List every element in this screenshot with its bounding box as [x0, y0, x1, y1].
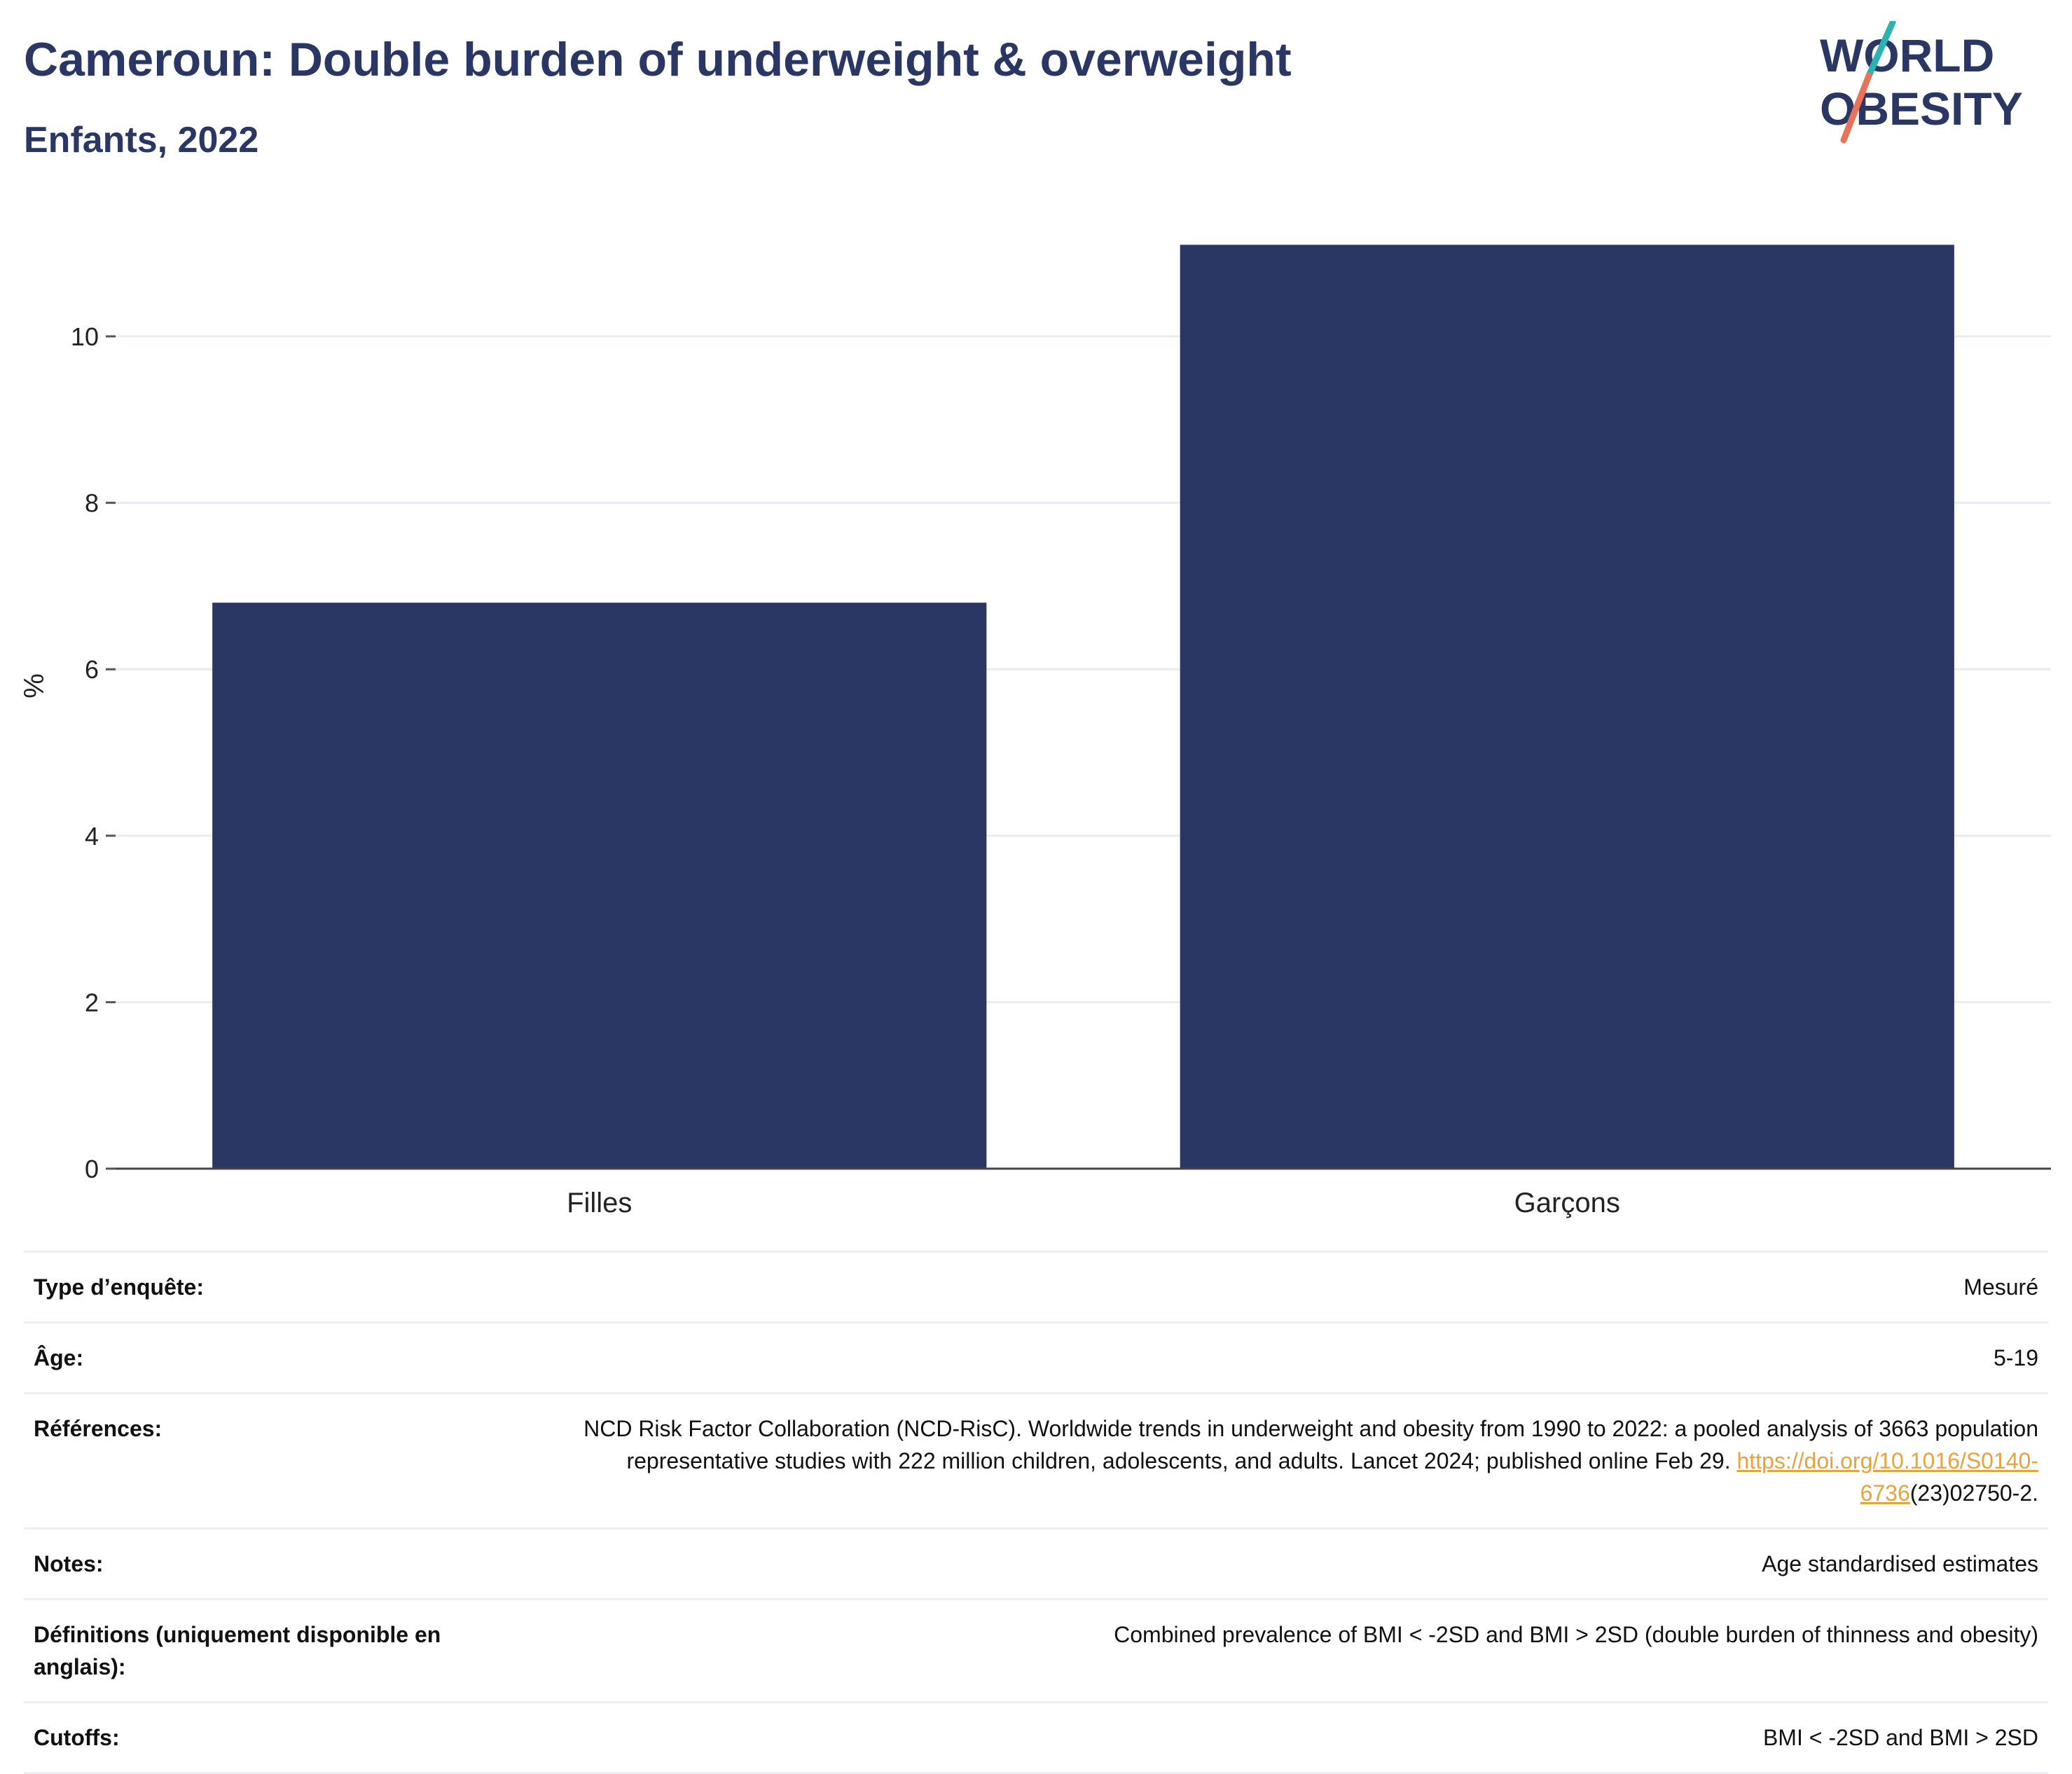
doi-link[interactable]: https://doi.org/10.1016/S0140-6736 [1736, 1448, 2038, 1506]
y-tick-label: 2 [85, 988, 99, 1017]
world-obesity-logo[interactable]: WORLD OBESITY [1814, 21, 2059, 147]
logo-slash-bottom [1840, 72, 1872, 144]
metadata-value: Combined prevalence of BMI < -2SD and BM… [510, 1618, 2038, 1651]
metadata-value-text: Age standardised estimates [1762, 1551, 2038, 1576]
doi-suffix: (23)02750-2. [1909, 1480, 2038, 1506]
metadata-value-text: Mesuré [1963, 1274, 2038, 1300]
x-tick-label: Garçons [1514, 1188, 1620, 1218]
metadata-key: Notes: [34, 1551, 104, 1576]
y-axis-title: % [19, 673, 50, 699]
chart-title: Cameroun: Double burden of underweight &… [24, 33, 1292, 86]
metadata-value: NCD Risk Factor Collaboration (NCD-RisC)… [510, 1412, 2038, 1509]
x-tick-label: Filles [567, 1188, 632, 1218]
world-obesity-logo-icon: WORLD OBESITY [1820, 21, 2023, 144]
metadata-value-text: Combined prevalence of BMI < -2SD and BM… [1114, 1622, 2038, 1647]
metadata-value: BMI < -2SD and BMI > 2SD [510, 1721, 2038, 1754]
metadata-row: Notes: Age standardised estimates [24, 1529, 2048, 1600]
metadata-key: Type d’enquête: [34, 1274, 204, 1300]
metadata-row: Références: NCD Risk Factor Collaboration… [24, 1394, 2048, 1529]
y-tick-label: 10 [71, 322, 99, 351]
metadata-value-text: 5-19 [1993, 1345, 2038, 1370]
logo-text-line1: WORLD [1820, 29, 1994, 81]
y-tick-label: 8 [85, 489, 99, 518]
chart-subtitle: Enfants, 2022 [24, 120, 259, 160]
bars [212, 245, 1954, 1169]
metadata-value-text: NCD Risk Factor Collaboration (NCD-RisC)… [583, 1416, 2038, 1473]
metadata-value: Age standardised estimates [510, 1548, 2038, 1580]
bar-chart-svg: 0 2 4 6 8 10 Filles Garçons % [19, 245, 2051, 1218]
metadata-row: Définitions (uniquement disponible en an… [24, 1600, 2048, 1703]
bar-chart: 0 2 4 6 8 10 Filles Garçons % [0, 182, 2072, 1219]
metadata-row: Type d’enquête: Mesuré [24, 1253, 2048, 1323]
metadata-value-text: BMI < -2SD and BMI > 2SD [1762, 1725, 2038, 1750]
y-tick-label: 0 [85, 1155, 99, 1183]
bar-filles[interactable] [212, 603, 987, 1169]
metadata-key: Cutoffs: [34, 1725, 120, 1750]
logo-slash-top [1865, 21, 1896, 79]
bar-garçons[interactable] [1180, 245, 1954, 1169]
metadata-key: Références: [34, 1416, 163, 1441]
metadata-table: Type d’enquête: Mesuré Âge: 5-19 Références:… [24, 1251, 2048, 1774]
metadata-key: Âge: [34, 1345, 84, 1370]
y-tick-label: 6 [85, 655, 99, 684]
metadata-row: Âge: 5-19 [24, 1323, 2048, 1394]
axes: 0 2 4 6 8 10 Filles Garçons [71, 322, 2051, 1218]
y-tick-label: 4 [85, 822, 99, 851]
metadata-key: Définitions (uniquement disponible en an… [34, 1622, 441, 1679]
metadata-row: Cutoffs: BMI < -2SD and BMI > 2SD [24, 1703, 2048, 1774]
metadata-value: 5-19 [510, 1342, 2038, 1374]
metadata-value: Mesuré [510, 1271, 2038, 1303]
